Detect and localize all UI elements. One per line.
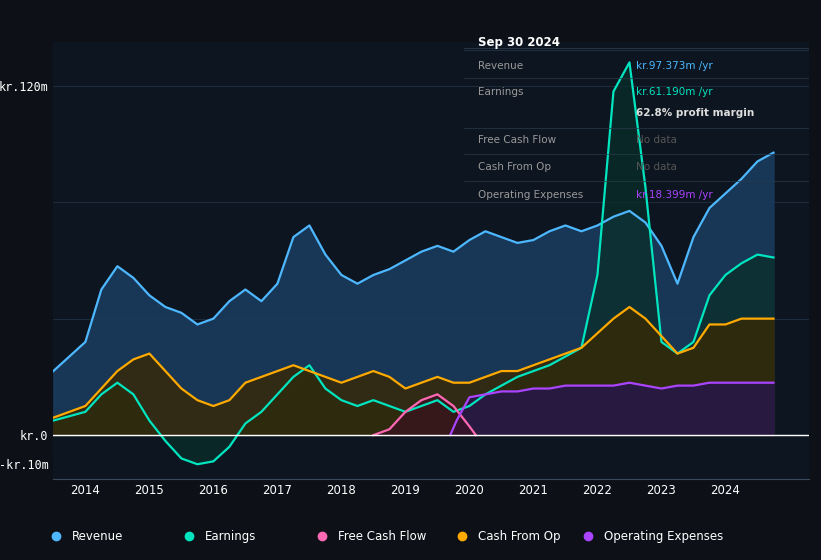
Text: No data: No data	[636, 161, 677, 171]
Text: Sep 30 2024: Sep 30 2024	[478, 36, 560, 49]
Text: Free Cash Flow: Free Cash Flow	[478, 135, 556, 144]
Text: No data: No data	[636, 135, 677, 144]
Text: Earnings: Earnings	[478, 87, 523, 97]
Text: 62.8% profit margin: 62.8% profit margin	[636, 108, 754, 118]
Text: Operating Expenses: Operating Expenses	[478, 190, 583, 200]
Text: kr.61.190m /yr: kr.61.190m /yr	[636, 87, 713, 97]
Text: kr.18.399m /yr: kr.18.399m /yr	[636, 190, 713, 200]
Text: Revenue: Revenue	[478, 61, 523, 71]
Text: kr.97.373m /yr: kr.97.373m /yr	[636, 61, 713, 71]
Text: Cash From Op: Cash From Op	[479, 530, 561, 543]
Text: Revenue: Revenue	[72, 530, 123, 543]
Text: Operating Expenses: Operating Expenses	[604, 530, 723, 543]
Text: Free Cash Flow: Free Cash Flow	[338, 530, 426, 543]
Text: Earnings: Earnings	[205, 530, 256, 543]
Text: Cash From Op: Cash From Op	[478, 161, 551, 171]
